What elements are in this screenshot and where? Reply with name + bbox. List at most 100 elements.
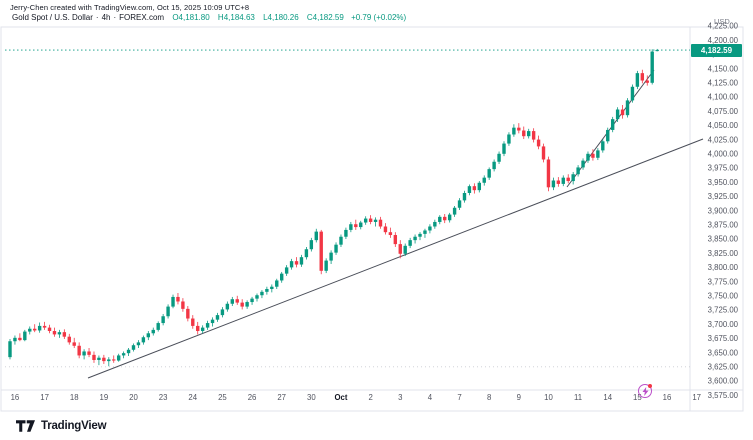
- time-tick-label: 25: [218, 393, 227, 402]
- candle-body: [37, 325, 42, 331]
- candle-body: [403, 245, 407, 254]
- candle-body: [8, 341, 12, 358]
- currency-unit-label: USD: [714, 17, 730, 26]
- time-tick-label: 17: [692, 393, 701, 402]
- price-tick-label: 4,075.00: [708, 107, 739, 116]
- symbol-legend: Gold Spot / U.S. Dollar · 4h · FOREX.com O4,…: [12, 13, 406, 22]
- time-tick-label: 9: [517, 393, 521, 402]
- candle-body: [571, 174, 575, 182]
- tradingview-logo[interactable]: TradingView: [16, 420, 107, 432]
- candle-body: [635, 73, 640, 87]
- candle-body: [304, 249, 309, 258]
- candle-body: [586, 153, 590, 161]
- candle-body: [512, 127, 516, 135]
- candle-body: [62, 332, 67, 337]
- price-tick-label: 3,975.00: [708, 164, 739, 173]
- candle-body: [625, 100, 630, 116]
- candle-body: [531, 131, 536, 140]
- tv-logo-icon: [16, 420, 35, 432]
- price-tick-label: 4,100.00: [708, 93, 739, 102]
- candle-body: [368, 218, 373, 222]
- candle-body: [265, 288, 269, 292]
- interval-label[interactable]: 4h: [101, 13, 111, 22]
- candle-body: [240, 302, 244, 307]
- candle-body: [551, 180, 556, 188]
- candle-body: [492, 161, 496, 170]
- candle-body: [176, 296, 180, 302]
- candle-body: [408, 240, 412, 246]
- time-tick-label: 18: [70, 393, 79, 402]
- candle-body: [482, 177, 486, 183]
- candle-body: [462, 192, 467, 201]
- last-price-label[interactable]: 4,182.59: [691, 43, 742, 57]
- candle-body: [77, 345, 81, 356]
- candle-body: [299, 257, 304, 265]
- trendline[interactable]: [87, 138, 704, 379]
- time-tick-label: 23: [159, 393, 168, 402]
- candle-body: [294, 261, 299, 265]
- candle-body: [393, 235, 398, 245]
- candle-body: [230, 299, 234, 304]
- notification-dot: [648, 384, 652, 388]
- price-tick-label: 4,225.00: [708, 22, 739, 31]
- symbol-name[interactable]: Gold Spot / U.S. Dollar: [12, 13, 93, 22]
- candle-body: [566, 177, 570, 182]
- price-tick-label: 3,775.00: [708, 277, 739, 286]
- candle-body: [284, 267, 289, 274]
- candle-body: [581, 160, 585, 168]
- time-tick-label: 20: [129, 393, 138, 402]
- flash-event-icon[interactable]: [638, 384, 652, 398]
- candle-body: [52, 331, 57, 335]
- candle-body: [615, 109, 620, 120]
- price-tick-label: 3,750.00: [708, 292, 739, 301]
- ohlc-change: +0.79 (+0.02%): [351, 13, 407, 22]
- candle-body: [630, 86, 635, 101]
- exchange-label[interactable]: FOREX.com: [119, 13, 165, 22]
- candle-body: [112, 359, 116, 361]
- price-tick-label: 3,575.00: [708, 391, 739, 400]
- candle-body: [220, 309, 225, 316]
- candle-body: [72, 342, 76, 346]
- time-tick-label: 27: [277, 393, 286, 402]
- candle-body: [23, 331, 27, 341]
- candle-body: [655, 50, 659, 52]
- trendline[interactable]: [566, 69, 655, 188]
- candle-body: [121, 353, 126, 356]
- candle-body: [235, 299, 239, 303]
- candle-body: [200, 327, 205, 332]
- time-tick-label: 16: [11, 393, 20, 402]
- candle-body: [18, 337, 22, 341]
- candle-body: [522, 130, 526, 137]
- candle-body: [13, 337, 17, 342]
- candle-body: [136, 342, 141, 346]
- candle-body: [225, 303, 230, 310]
- candle-body: [181, 301, 185, 309]
- candle-body: [373, 219, 378, 222]
- candle-body: [215, 315, 220, 320]
- lightning-bolt-icon: [642, 386, 648, 396]
- candle-body: [378, 219, 383, 227]
- candle-body: [561, 177, 565, 184]
- candle-body: [210, 319, 215, 324]
- candle-body: [319, 231, 323, 271]
- candle-body: [275, 280, 279, 287]
- price-tick-label: 3,800.00: [708, 263, 739, 272]
- candle-body: [591, 153, 595, 158]
- candle-body: [42, 325, 47, 328]
- candle-body: [477, 182, 481, 191]
- candle-body: [260, 291, 264, 296]
- price-tick-label: 3,925.00: [708, 192, 739, 201]
- candle-body: [428, 226, 432, 231]
- candle-body: [146, 333, 151, 338]
- candle-body: [107, 359, 111, 362]
- candle-body: [418, 233, 422, 237]
- price-tick-label: 3,700.00: [708, 320, 739, 329]
- candle-body: [33, 328, 37, 331]
- time-tick-label: 10: [544, 393, 553, 402]
- candle-body: [161, 316, 165, 324]
- candle-body: [507, 134, 511, 144]
- time-tick-label: 30: [307, 393, 316, 402]
- candle-body: [191, 318, 195, 326]
- price-tick-label: 3,825.00: [708, 249, 739, 258]
